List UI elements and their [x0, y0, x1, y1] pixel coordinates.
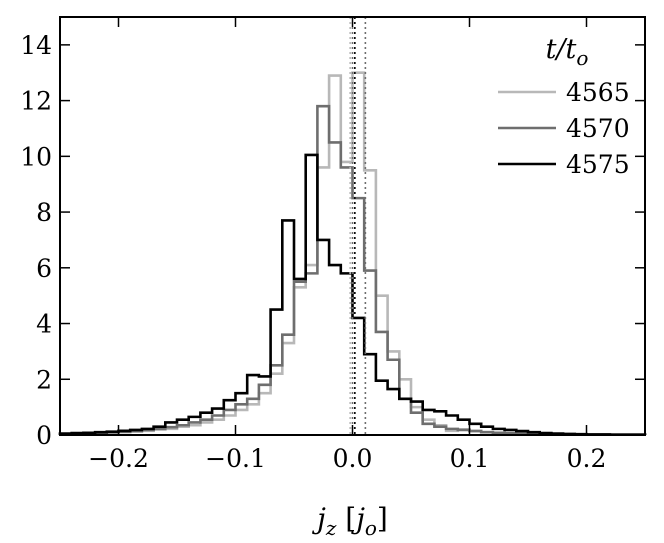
- y-tick-label: 14: [20, 31, 52, 60]
- axis-ticks: −0.2 −0.1 0.0 0.1 0.2 0 2 4 6 8 10 12 14: [20, 17, 645, 473]
- y-tick-label: 0: [36, 421, 52, 450]
- x-axis-label-part: ]: [377, 502, 388, 535]
- x-tick-label: −0.1: [205, 444, 266, 473]
- histogram-series-4575: [58, 153, 647, 437]
- y-tick-label: 8: [36, 198, 52, 227]
- legend-title-part: /: [553, 34, 568, 65]
- x-tick-label: 0.2: [567, 444, 607, 473]
- x-axis-label-part: j: [311, 502, 326, 535]
- x-axis-label-part: z: [325, 516, 337, 540]
- x-tick-label: 0.1: [450, 444, 490, 473]
- legend-title: t/to: [546, 34, 589, 70]
- y-tick-label: 12: [20, 87, 52, 116]
- legend-title-part: t: [566, 34, 577, 65]
- legend-label-4565: 4565: [566, 78, 630, 107]
- legend-label-4570: 4570: [566, 114, 630, 143]
- y-tick-label: 4: [36, 310, 52, 339]
- y-tick-label: 2: [36, 365, 52, 394]
- legend-label-4575: 4575: [566, 150, 630, 179]
- series-layer: [58, 71, 647, 437]
- x-axis-label-part: o: [365, 516, 377, 540]
- x-axis-label: jz [jo]: [311, 502, 388, 540]
- x-axis-label-part: [: [336, 502, 356, 535]
- y-tick-label: 6: [36, 254, 52, 283]
- y-tick-label: 10: [20, 142, 52, 171]
- x-tick-label: −0.2: [88, 444, 149, 473]
- legend-title-part: t: [546, 34, 557, 65]
- legend-title-part: o: [576, 46, 588, 70]
- x-tick-label: 0.0: [333, 444, 373, 473]
- legend: t/to 4565 4570 4575: [498, 34, 630, 179]
